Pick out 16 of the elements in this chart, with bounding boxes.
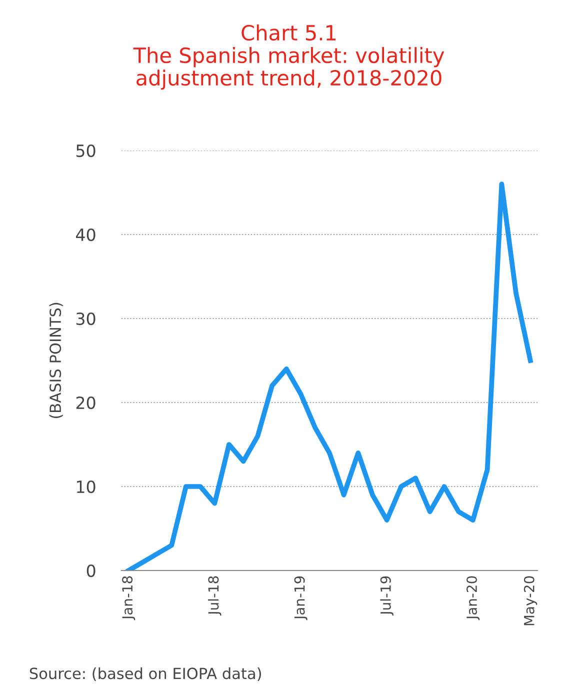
y-tick-label: 40 [76, 228, 96, 242]
x-tick-label: Jan-20 [466, 576, 480, 620]
source-note: Source: (based on EIOPA data) [30, 667, 261, 682]
y-axis-title: (BASIS POINTS) [49, 302, 63, 418]
chart-title: Chart 5.1 The Spanish market: volatility adjustment trend, 2018-2020 [133, 24, 444, 90]
y-tick-label: 20 [76, 396, 96, 410]
x-tick-label: Jan-18 [122, 576, 136, 620]
y-tick-label: 0 [86, 564, 96, 578]
line-series [126, 182, 533, 570]
y-tick-label: 30 [76, 312, 96, 326]
x-tick-label: Jul-19 [380, 576, 394, 616]
y-tick-label: 10 [77, 480, 96, 494]
x-tick-label: May-20 [524, 576, 538, 626]
x-tick-label: Jan-19 [294, 576, 308, 620]
y-tick-label: 50 [76, 144, 96, 158]
x-tick-label: Jul-18 [208, 576, 222, 616]
